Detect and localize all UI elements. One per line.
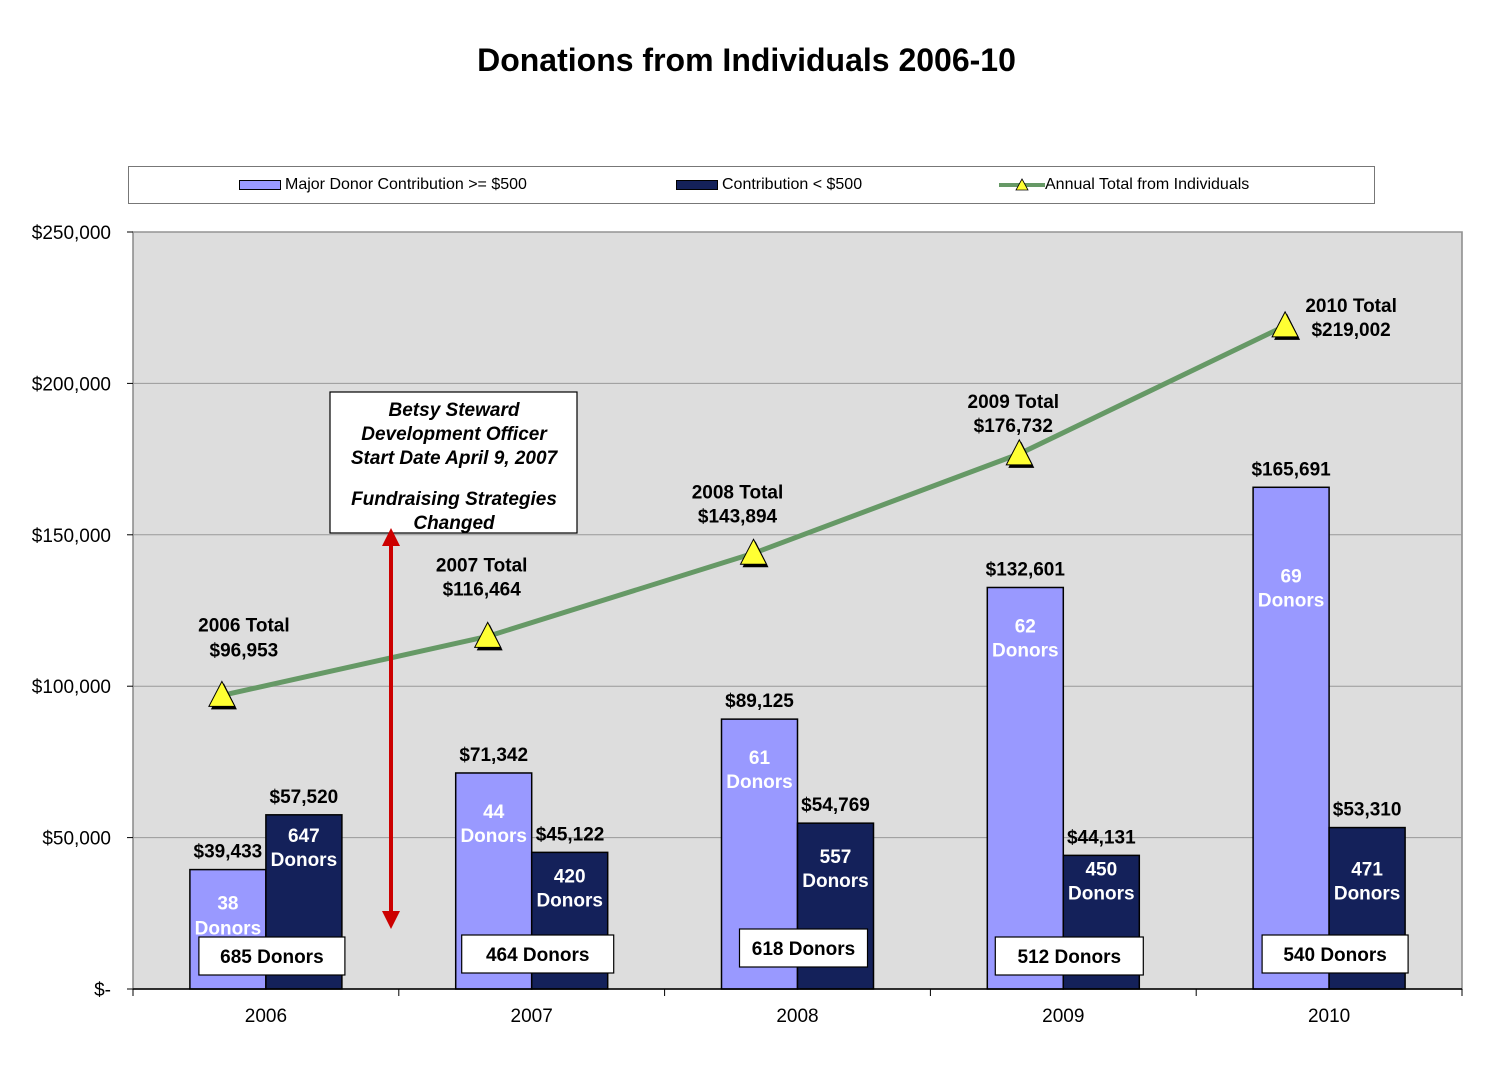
total-donors-box bbox=[994, 936, 1144, 976]
total-marker bbox=[739, 538, 768, 565]
legend-swatch-small bbox=[676, 180, 718, 190]
donor-count-small: 557 bbox=[820, 847, 852, 868]
legend-swatch-major bbox=[239, 180, 281, 190]
bar-major-2009 bbox=[986, 586, 1065, 990]
y-tick-label: $250,000 bbox=[32, 223, 111, 244]
total-donors-label: 512 Donors bbox=[1018, 947, 1121, 968]
total-marker bbox=[1271, 310, 1299, 338]
legend-line-total bbox=[999, 178, 1045, 191]
total-marker bbox=[1005, 438, 1034, 466]
donor-count-small-unit: Donors bbox=[1334, 884, 1401, 905]
total-label-value: $143,894 bbox=[698, 506, 778, 527]
y-tick-label: $50,000 bbox=[42, 829, 111, 850]
total-donors-box bbox=[198, 936, 346, 976]
total-marker bbox=[473, 621, 502, 648]
chart-title: Donations from Individuals 2006-10 bbox=[477, 42, 1016, 78]
donor-count-small-unit: Donors bbox=[802, 871, 869, 892]
value-label-major: $39,433 bbox=[194, 842, 263, 863]
donor-count-major: 44 bbox=[483, 802, 505, 823]
total-donors-label: 540 Donors bbox=[1283, 945, 1386, 966]
annotation-text: Development Officer bbox=[361, 424, 548, 445]
donor-count-major-unit: Donors bbox=[460, 826, 527, 847]
total-label-value: $176,732 bbox=[974, 416, 1053, 437]
total-label-year: 2007 Total bbox=[436, 555, 528, 576]
total-donors-box bbox=[738, 928, 869, 968]
value-label-small: $44,131 bbox=[1067, 827, 1136, 848]
value-label-major: $89,125 bbox=[725, 691, 794, 712]
donor-count-small-unit: Donors bbox=[271, 850, 338, 871]
value-label-major: $165,691 bbox=[1251, 459, 1331, 480]
legend-label-major: Major Donor Contribution >= $500 bbox=[285, 176, 527, 193]
total-label-value: $96,953 bbox=[210, 640, 279, 661]
total-donors-box bbox=[461, 934, 615, 974]
annotation-text: Start Date April 9, 2007 bbox=[351, 448, 559, 469]
legend-item-total: Annual Total from Individuals bbox=[999, 176, 1249, 194]
donor-count-small-unit: Donors bbox=[1068, 883, 1135, 904]
donor-count-small: 420 bbox=[554, 866, 586, 887]
legend-label-total: Annual Total from Individuals bbox=[1045, 176, 1250, 193]
total-label-value: $219,002 bbox=[1311, 320, 1390, 341]
y-tick-label: $100,000 bbox=[32, 677, 111, 698]
donor-count-small: 647 bbox=[288, 826, 320, 847]
total-label-year: 2008 Total bbox=[692, 482, 784, 503]
donor-count-major-unit: Donors bbox=[195, 919, 262, 940]
annotation-text: Fundraising Strategies bbox=[351, 489, 557, 510]
x-tick-label: 2006 bbox=[245, 1006, 287, 1027]
total-label-year: 2006 Total bbox=[198, 615, 290, 636]
donor-count-major-unit: Donors bbox=[1258, 590, 1325, 611]
x-tick-label: 2008 bbox=[776, 1006, 818, 1027]
y-tick-label: $200,000 bbox=[32, 374, 111, 395]
total-marker bbox=[208, 680, 236, 707]
annotation-arrow-head-up bbox=[382, 528, 400, 546]
value-label-small: $57,520 bbox=[270, 787, 339, 808]
x-tick-label: 2009 bbox=[1042, 1006, 1084, 1027]
annotation-text: Changed bbox=[413, 513, 495, 534]
x-tick-label: 2010 bbox=[1308, 1006, 1350, 1027]
legend-item-small: Contribution < $500 bbox=[676, 176, 862, 194]
total-donors-label: 464 Donors bbox=[486, 945, 589, 966]
y-tick-label: $150,000 bbox=[32, 526, 111, 547]
donor-count-small-unit: Donors bbox=[536, 890, 603, 911]
x-tick-label: 2007 bbox=[511, 1006, 553, 1027]
donor-count-small: 471 bbox=[1351, 860, 1383, 881]
donor-count-major-unit: Donors bbox=[992, 640, 1059, 661]
y-tick-label: $- bbox=[94, 980, 111, 1001]
total-donors-label: 618 Donors bbox=[752, 939, 855, 960]
donor-count-major: 69 bbox=[1281, 566, 1302, 587]
total-label-value: $116,464 bbox=[443, 579, 522, 600]
bar-major-2010 bbox=[1252, 486, 1330, 990]
donor-count-major: 62 bbox=[1015, 616, 1036, 637]
value-label-small: $45,122 bbox=[536, 824, 605, 845]
annotation-box bbox=[329, 391, 578, 534]
donor-count-major: 38 bbox=[217, 894, 238, 915]
donor-count-major: 61 bbox=[749, 748, 771, 769]
annotation-text: Betsy Steward bbox=[389, 400, 520, 421]
value-label-small: $54,769 bbox=[801, 795, 870, 816]
value-label-small: $53,310 bbox=[1333, 800, 1402, 821]
legend-item-major: Major Donor Contribution >= $500 bbox=[239, 176, 527, 194]
value-label-major: $71,342 bbox=[459, 745, 528, 766]
total-donors-label: 685 Donors bbox=[220, 947, 323, 968]
donor-count-major-unit: Donors bbox=[726, 772, 793, 793]
annotation-arrow-head-down bbox=[382, 911, 400, 929]
total-label-year: 2010 Total bbox=[1305, 296, 1397, 317]
donor-count-small: 450 bbox=[1085, 859, 1117, 880]
legend: Major Donor Contribution >= $500 Contrib… bbox=[128, 166, 1375, 204]
value-label-major: $132,601 bbox=[986, 559, 1066, 580]
total-label-year: 2009 Total bbox=[968, 392, 1060, 413]
total-donors-box bbox=[1261, 934, 1409, 974]
legend-label-small: Contribution < $500 bbox=[722, 176, 863, 193]
